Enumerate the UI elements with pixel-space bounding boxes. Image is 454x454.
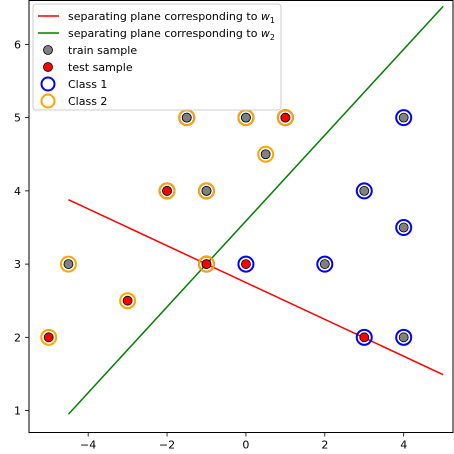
y-tick-label: 5 [14, 112, 21, 125]
x-axis-ticks: −4 −2 0 2 4 [80, 432, 407, 452]
class-2-ring [276, 109, 294, 127]
test-sample-dot [359, 332, 370, 343]
class-2-ring [197, 255, 215, 273]
train-sample-dot [398, 332, 409, 343]
test-sample-dot [43, 332, 54, 343]
data-point [316, 255, 334, 273]
x-tick-label: −4 [80, 439, 96, 452]
class-1-ring [316, 255, 334, 273]
y-tick-label: 2 [14, 331, 21, 344]
data-point [59, 255, 77, 273]
train-sample-dot [63, 259, 74, 269]
test-sample-dot [122, 295, 133, 306]
class-2-ring [40, 328, 58, 346]
train-sample-dot [201, 185, 212, 196]
plane-line-2 [67, 5, 444, 415]
legend-dot-swatch [43, 45, 53, 55]
y-tick-label: 3 [14, 258, 21, 271]
test-sample-dot [241, 259, 251, 269]
data-point [237, 255, 255, 273]
class-2-ring [158, 182, 176, 200]
legend-label: separating plane corresponding to w2 [68, 27, 275, 42]
class-2-ring [119, 292, 137, 310]
data-point [197, 182, 215, 200]
data-point [158, 182, 176, 200]
legend-entry: Class 2 [40, 93, 107, 109]
legend-label: separating plane corresponding to w1 [68, 10, 275, 25]
legend-entry: test sample [43, 61, 133, 74]
class-1-ring [395, 328, 413, 346]
sample-points [40, 109, 413, 346]
data-point [395, 328, 413, 346]
data-point [395, 218, 413, 236]
legend-ring-swatch [40, 93, 56, 109]
legend-ring-swatch [40, 76, 56, 92]
legend-entry: Class 1 [40, 76, 107, 92]
train-sample-dot [241, 112, 251, 123]
class-1-ring [355, 182, 373, 200]
legend-label: test sample [68, 61, 133, 74]
legend-entry: separating plane corresponding to w1 [38, 10, 275, 25]
legend-label: train sample [68, 44, 137, 57]
x-tick-label: −2 [159, 439, 175, 452]
plane-lines [67, 5, 444, 415]
legend-label: Class 1 [68, 78, 107, 91]
x-tick-label: 4 [400, 439, 407, 452]
legend-entry: train sample [43, 44, 137, 57]
train-sample-dot [398, 222, 409, 233]
train-sample-dot [181, 112, 192, 123]
legend: separating plane corresponding to w1 sepa… [32, 3, 282, 111]
data-point [276, 109, 294, 127]
legend-label: Class 2 [68, 95, 107, 108]
x-tick-label: 0 [242, 439, 249, 452]
x-tick-label: 2 [321, 439, 328, 452]
test-sample-dot [280, 112, 291, 123]
class-2-ring [257, 145, 275, 163]
train-sample-dot [359, 185, 370, 196]
class-1-ring [355, 328, 373, 346]
data-point [355, 328, 373, 346]
train-sample-dot [398, 112, 409, 123]
legend-entry: separating plane corresponding to w2 [38, 27, 275, 42]
data-point [395, 109, 413, 127]
data-point [119, 292, 137, 310]
data-point [257, 145, 275, 163]
data-point [197, 255, 215, 273]
test-sample-dot [162, 185, 172, 196]
plane-line-1 [68, 198, 444, 376]
y-tick-label: 6 [14, 38, 21, 51]
legend-box [32, 3, 282, 111]
y-tick-label: 4 [14, 185, 21, 198]
class-1-ring [395, 218, 413, 236]
y-tick-label: 1 [14, 405, 21, 418]
plot-frame [28, 0, 454, 433]
class-1-ring [395, 109, 413, 127]
train-sample-dot [260, 149, 271, 160]
legend-dot-swatch [43, 62, 53, 72]
train-sample-dot [319, 259, 330, 269]
class-1-ring [237, 255, 255, 273]
class-2-ring [59, 255, 77, 273]
y-axis-ticks: 1 2 3 4 5 6 [14, 38, 29, 418]
class-2-ring [197, 182, 215, 200]
data-point [40, 328, 58, 346]
test-sample-dot [201, 259, 212, 269]
data-point [355, 182, 373, 200]
